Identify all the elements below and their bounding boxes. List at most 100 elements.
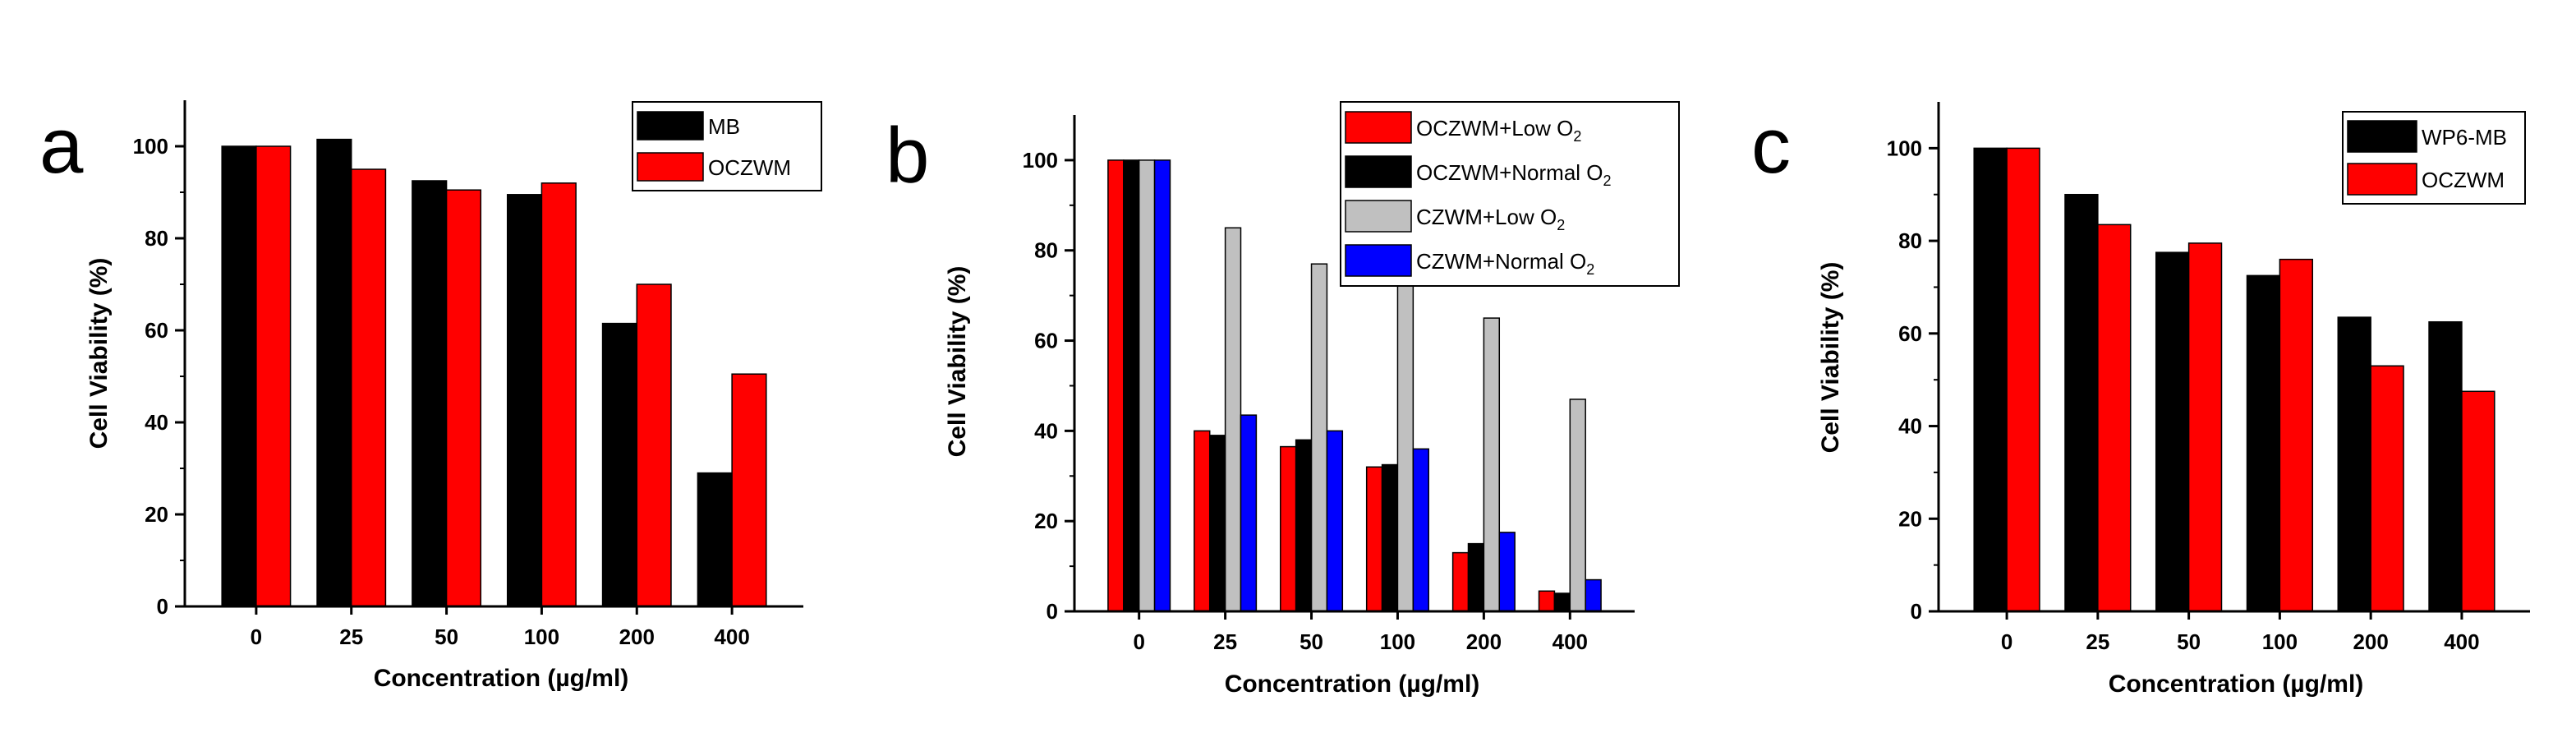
legend: WP6-MB OCZWM <box>2342 111 2526 205</box>
bar <box>2428 320 2463 612</box>
y-axis-title: Cell Viability (%) <box>1817 262 1844 454</box>
bar <box>1326 430 1344 612</box>
y-tick-label: 60 <box>1034 329 1058 353</box>
bar <box>2246 274 2281 612</box>
y-tick-label: 0 <box>1911 599 1922 624</box>
y-tick-label: 80 <box>145 226 168 251</box>
bar <box>2006 147 2040 612</box>
bar <box>1498 532 1516 612</box>
legend-label: OCZWM <box>2422 168 2505 192</box>
legend-swatch <box>1345 111 1412 144</box>
bar <box>1107 159 1125 612</box>
bar <box>2187 242 2223 612</box>
bar <box>2279 258 2314 612</box>
legend-label: MB <box>708 114 740 139</box>
legend-swatch <box>2347 163 2417 196</box>
bar <box>412 180 448 607</box>
x-tick-label: 25 <box>339 624 363 649</box>
bar <box>1224 227 1242 612</box>
x-tick-label: 0 <box>251 624 262 649</box>
y-tick-label: 60 <box>1898 321 1922 346</box>
x-tick-label: 50 <box>2177 629 2201 654</box>
bar <box>1553 592 1571 612</box>
bar <box>1396 272 1414 612</box>
legend-label: WP6-MB <box>2422 125 2507 150</box>
bar <box>1973 147 2008 612</box>
bar <box>1153 159 1171 612</box>
legend: MB OCZWM <box>632 101 822 191</box>
bar <box>540 182 577 607</box>
y-tick-label: 40 <box>1034 418 1058 443</box>
x-axis-title: Concentration (µg/ml) <box>1225 671 1480 698</box>
bar <box>697 472 733 607</box>
y-tick-label: 100 <box>1023 148 1058 173</box>
bar <box>731 373 767 607</box>
y-tick-label: 0 <box>1046 599 1058 624</box>
y-tick-label: 60 <box>145 318 168 343</box>
x-tick-label: 50 <box>1300 629 1323 654</box>
legend-label: OCZWM <box>708 155 791 180</box>
legend-swatch <box>637 152 704 182</box>
x-tick-label: 25 <box>1213 629 1237 654</box>
chart-panel-c: c 0 25 50 100 200 400 0 20 40 60 80 100 Concentration… <box>1751 102 2530 698</box>
bar <box>1569 399 1586 612</box>
x-tick-label: 0 <box>2001 629 2012 654</box>
chart-panel-b: b 0 25 50 100 200 400 0 20 40 60 80 100 Concentration… <box>886 101 1680 698</box>
x-tick-label: 200 <box>1466 629 1502 654</box>
bar <box>445 189 482 607</box>
legend-label: CZWM+Low O2 <box>1416 205 1565 233</box>
bar <box>2097 224 2132 612</box>
legend-swatch <box>1345 155 1412 188</box>
y-tick-label: 20 <box>1898 506 1922 531</box>
x-tick-label: 400 <box>714 624 749 649</box>
y-tick-label: 40 <box>145 410 168 435</box>
bar <box>2337 316 2371 612</box>
bar <box>1208 435 1226 612</box>
x-tick-label: 400 <box>2444 629 2479 654</box>
y-tick-label: 100 <box>1887 136 1922 160</box>
bar <box>1194 430 1211 612</box>
panel-letter: b <box>886 112 929 200</box>
x-tick-label: 100 <box>2262 629 2298 654</box>
bar <box>1483 317 1501 612</box>
bar <box>316 138 352 607</box>
x-tick-label: 400 <box>1552 629 1588 654</box>
legend-label: OCZWM+Normal O2 <box>1416 160 1612 189</box>
y-tick-label: 20 <box>145 502 168 527</box>
y-tick-label: 80 <box>1898 228 1922 253</box>
bar <box>1365 466 1383 612</box>
bar <box>1240 414 1258 612</box>
x-tick-label: 0 <box>1133 629 1144 654</box>
x-tick-label: 25 <box>2086 629 2109 654</box>
y-tick-label: 100 <box>133 134 168 159</box>
bar <box>1138 159 1156 612</box>
bar <box>1451 551 1470 612</box>
legend-swatch <box>2347 120 2417 153</box>
legend-label: OCZWM+Low O2 <box>1416 116 1581 145</box>
bar <box>1412 448 1429 612</box>
bar <box>255 145 292 607</box>
y-axis-title: Cell Viability (%) <box>944 266 971 458</box>
bar <box>1310 263 1328 612</box>
legend-swatch <box>1345 200 1412 233</box>
x-tick-label: 50 <box>435 624 458 649</box>
bar <box>2370 365 2404 612</box>
y-tick-label: 40 <box>1898 414 1922 439</box>
bar <box>221 145 257 607</box>
x-axis-title: Concentration (µg/ml) <box>2109 671 2364 698</box>
panel-letter: a <box>39 102 84 190</box>
panel-letter: c <box>1751 102 1791 190</box>
bar <box>1280 445 1297 612</box>
x-tick-label: 100 <box>1380 629 1415 654</box>
legend-swatch <box>637 111 704 141</box>
bar <box>601 322 638 607</box>
bar <box>636 283 672 607</box>
bar <box>1467 542 1485 612</box>
x-axis-title: Concentration (µg/ml) <box>374 665 629 692</box>
legend: OCZWM+Low O2 OCZWM+Normal O2 CZWM+Low O2 CZ… <box>1340 101 1680 287</box>
y-tick-label: 80 <box>1034 238 1058 263</box>
bar <box>1381 463 1399 612</box>
x-tick-label: 100 <box>524 624 559 649</box>
y-axis-title: Cell Viability (%) <box>85 258 113 449</box>
